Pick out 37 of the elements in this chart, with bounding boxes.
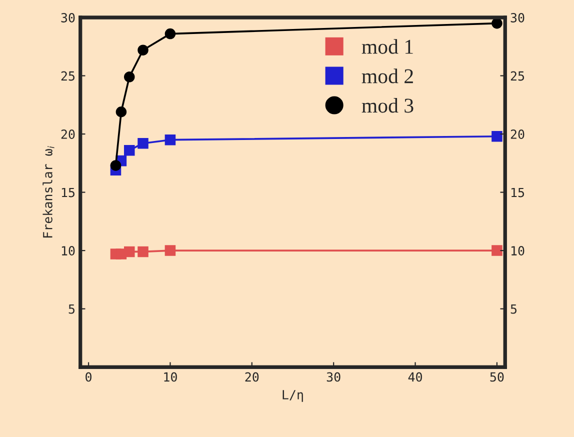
y2-tick-label: 30 bbox=[510, 12, 524, 22]
x-tick-label: 0 bbox=[86, 372, 92, 382]
legend-label: mod 2 bbox=[362, 68, 413, 84]
point bbox=[110, 160, 122, 171]
y-tick-label: 5 bbox=[68, 304, 74, 314]
legend-label: mod 3 bbox=[362, 98, 414, 113]
x-tick-label: 20 bbox=[245, 372, 259, 382]
point bbox=[124, 144, 135, 156]
point bbox=[492, 18, 502, 29]
point bbox=[138, 138, 148, 149]
y-axis-title: Frekanslar ω$_{i}$ bbox=[42, 146, 54, 238]
x-tick-label: 40 bbox=[408, 372, 422, 382]
point bbox=[164, 28, 176, 40]
legend-label: mod 1 bbox=[362, 39, 413, 54]
y2-tick-label: 25 bbox=[510, 71, 524, 81]
point bbox=[116, 106, 127, 118]
x-axis-title: L/η bbox=[282, 390, 303, 402]
point bbox=[138, 44, 148, 56]
point bbox=[492, 130, 502, 142]
point bbox=[124, 72, 135, 82]
x-tick-label: 50 bbox=[490, 372, 504, 382]
y-tick-label: 30 bbox=[61, 12, 75, 22]
y2-tick-label: 15 bbox=[511, 188, 524, 198]
point bbox=[124, 246, 135, 258]
x-tick-label: 10 bbox=[164, 372, 177, 382]
point bbox=[164, 245, 176, 256]
y-tick-label: 20 bbox=[61, 130, 75, 139]
x-tick-label: 30 bbox=[326, 372, 340, 382]
y2-tick-label: 10 bbox=[511, 246, 524, 256]
point bbox=[138, 246, 148, 258]
y-tick-label: 15 bbox=[62, 188, 74, 198]
point bbox=[164, 134, 176, 146]
y2-tick-label: 20 bbox=[510, 130, 524, 139]
y-tick-label: 25 bbox=[61, 71, 74, 81]
y-tick-label: 10 bbox=[62, 246, 75, 256]
point bbox=[492, 245, 502, 256]
y2-tick-label: 5 bbox=[510, 304, 517, 314]
